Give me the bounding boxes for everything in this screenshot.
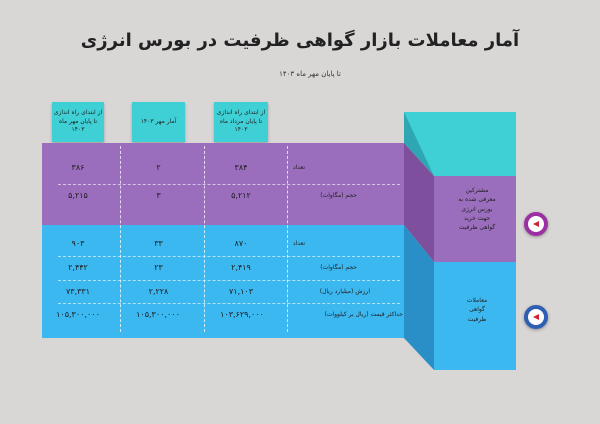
group-label-line: معرفی شده به	[458, 196, 496, 204]
grid-divider	[58, 303, 400, 304]
table-cell: ۱۰۳,۶۲۹,۰۰۰	[220, 310, 264, 319]
column-header-cumulative-mehr: از ابتدای راه اندازی تا پایان مهر ماه ۱۴…	[52, 102, 104, 142]
front-face-teal	[404, 112, 516, 176]
group-label-registered: مشترکین معرفی شده به بورس انرژی جهت خرید…	[446, 186, 508, 232]
group-band-trades	[42, 225, 404, 338]
table-cell: ۲	[156, 163, 161, 172]
column-header-line: تا پایان مهر ماه ۱۴۰۳	[58, 117, 98, 134]
column-header-cumulative-mordad: از ابتدای راه اندازی تا پایان مرداد ماه …	[214, 102, 268, 142]
table-cell: ۵,۲۱۲	[231, 191, 251, 200]
page-title: آمار معاملات بازار گواهی ظرفیت در بورس ا…	[80, 30, 520, 51]
grid-divider	[204, 146, 205, 332]
table-cell: ۲,۴۱۹	[231, 263, 251, 272]
grid-divider	[120, 146, 121, 332]
side-face-blue	[404, 225, 434, 370]
group-label-line: ظرفیت	[467, 315, 487, 323]
front-face-blue	[434, 262, 516, 370]
grid-divider	[58, 280, 400, 281]
triangle-left-icon	[533, 314, 539, 320]
group-label-line: معاملات	[466, 297, 488, 304]
grid-divider	[58, 256, 400, 257]
row-label: تعداد	[292, 164, 305, 171]
table-cell: ۱۰۵,۳۰۰,۰۰۰	[136, 310, 180, 319]
table-cell: ۹۰۳	[71, 239, 85, 248]
grid-divider	[58, 184, 400, 185]
group-label-trades: معاملات گواهی ظرفیت	[446, 296, 508, 324]
row-label: ارزش (میلیارد ریال)	[319, 288, 370, 295]
table-cell: ۳۸۶	[71, 163, 85, 172]
group-label-line: مشترکین	[465, 187, 489, 194]
arrow-left-icon	[524, 305, 548, 329]
row-label: حداکثر قیمت (ریال بر کیلووات)	[324, 311, 403, 318]
grid-divider	[287, 146, 288, 332]
group-label-line: گواهی ظرفیت	[458, 224, 496, 232]
column-header-line: تا پایان مرداد ماه ۱۴۰۳	[219, 117, 263, 134]
table-cell: ۲,۲۲۸	[148, 287, 169, 296]
table-cell: ۳۸۴	[234, 163, 248, 172]
page-subtitle: تا پایان مهر ماه ۱۴۰۳	[279, 70, 341, 78]
table-cell: ۳	[156, 191, 161, 200]
column-header-line: از ابتدای راه اندازی	[53, 108, 103, 116]
row-label: حجم (مگاوات)	[320, 264, 357, 271]
column-header-line: از ابتدای راه اندازی	[216, 108, 266, 116]
row-label: حجم (مگاوات)	[320, 192, 357, 199]
side-face-purple	[404, 143, 434, 262]
group-label-line: گواهی	[469, 306, 485, 314]
row-label: تعداد	[292, 240, 305, 247]
arrow-left-icon	[524, 212, 548, 236]
triangle-left-icon	[533, 221, 539, 227]
table-cell: ۷۱,۱۰۳	[228, 287, 254, 296]
table-cell: ۸۷۰	[234, 239, 248, 248]
column-header-line: آمار مهر ۱۴۰۳	[140, 117, 177, 125]
table-cell: ۲,۴۴۲	[68, 263, 88, 272]
group-label-line: جهت خرید	[463, 214, 491, 222]
table-cell: ۱۰۵,۳۰۰,۰۰۰	[56, 310, 100, 319]
table-cell: ۲۳	[154, 263, 163, 272]
group-label-line: بورس انرژی	[461, 205, 493, 213]
table-cell: ۵,۲۱۵	[68, 191, 88, 200]
table-cell: ۳۳	[154, 239, 163, 248]
front-face-purple	[434, 176, 516, 262]
column-header-mehr: آمار مهر ۱۴۰۳	[132, 102, 185, 142]
table-cell: ۷۳,۳۳۱	[65, 287, 91, 296]
